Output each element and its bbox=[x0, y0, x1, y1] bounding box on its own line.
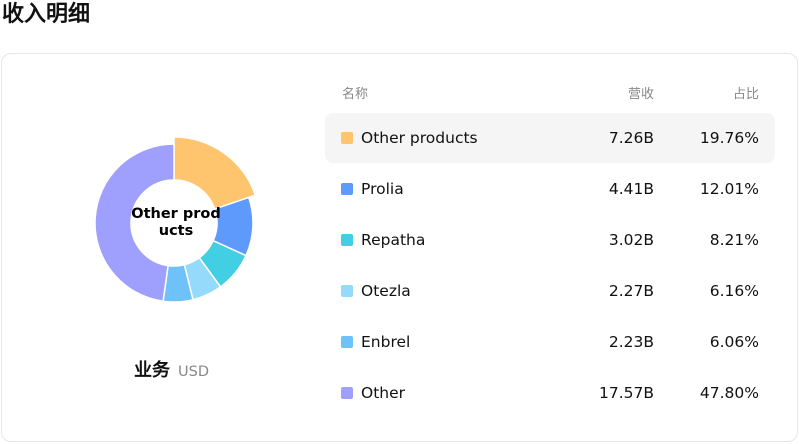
row-revenue: 2.27B bbox=[608, 282, 654, 300]
donut-center-label-line2: ucts bbox=[158, 223, 194, 239]
row-name: Repatha bbox=[361, 231, 426, 249]
table-row[interactable]: Enbrel 2.23B 6.06% bbox=[325, 317, 775, 367]
row-name: Otezla bbox=[361, 282, 411, 300]
table-row[interactable]: Other 17.57B 47.80% bbox=[325, 368, 775, 418]
header-revenue: 营收 bbox=[627, 87, 654, 102]
caption-title: 业务 bbox=[134, 360, 170, 381]
row-revenue: 3.02B bbox=[608, 231, 654, 249]
row-revenue: 4.41B bbox=[608, 180, 654, 198]
chart-caption: 业务 USD bbox=[134, 357, 209, 385]
row-share: 19.76% bbox=[699, 129, 759, 147]
row-revenue: 7.26B bbox=[608, 129, 654, 147]
row-revenue: 17.57B bbox=[598, 384, 654, 402]
row-name: Other products bbox=[361, 129, 478, 147]
donut-center-label-line1: Other prod bbox=[131, 206, 221, 222]
legend-swatch bbox=[341, 387, 353, 399]
donut-svg bbox=[94, 136, 256, 303]
legend-swatch bbox=[341, 183, 353, 195]
revenue-donut-chart[interactable] bbox=[94, 134, 256, 304]
row-share: 47.80% bbox=[699, 384, 759, 402]
row-share: 12.01% bbox=[699, 180, 759, 198]
table-row[interactable]: Prolia 4.41B 12.01% bbox=[325, 164, 775, 214]
row-revenue: 2.23B bbox=[608, 333, 654, 351]
row-share: 8.21% bbox=[709, 231, 759, 249]
row-share: 6.06% bbox=[709, 333, 759, 351]
donut-center-label: Other prod ucts bbox=[126, 206, 226, 240]
row-name: Enbrel bbox=[361, 333, 411, 351]
row-name: Other bbox=[361, 384, 406, 402]
caption-currency: USD bbox=[178, 364, 209, 380]
header-name: 名称 bbox=[342, 87, 369, 102]
legend-swatch bbox=[341, 285, 353, 297]
table-row[interactable]: Otezla 2.27B 6.16% bbox=[325, 266, 775, 316]
donut-slice-other-products[interactable] bbox=[173, 136, 256, 211]
row-name: Prolia bbox=[361, 180, 404, 198]
legend-swatch bbox=[341, 336, 353, 348]
donut-slice-other[interactable] bbox=[94, 143, 175, 303]
table-row[interactable]: Repatha 3.02B 8.21% bbox=[325, 215, 775, 265]
legend-swatch bbox=[341, 132, 353, 144]
header-share: 占比 bbox=[732, 87, 759, 102]
page-title: 收入明细 bbox=[2, 2, 91, 27]
legend-swatch bbox=[341, 234, 353, 246]
row-share: 6.16% bbox=[709, 282, 759, 300]
table-row[interactable]: Other products 7.26B 19.76% bbox=[325, 113, 775, 163]
